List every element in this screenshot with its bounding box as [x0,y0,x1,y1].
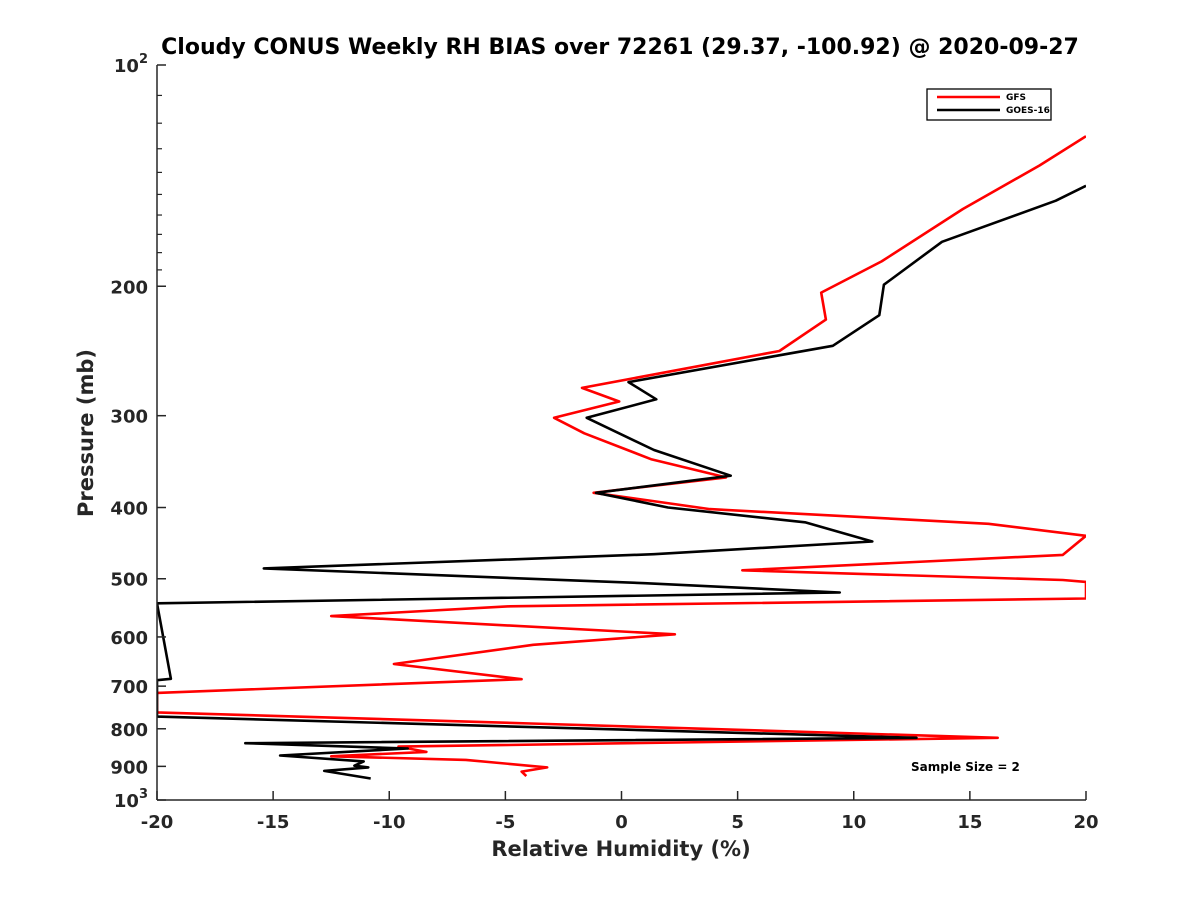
series-line-gfs [157,135,1086,778]
legend: GFS GOES-16 [926,88,1052,121]
y-tick-label: 600 [110,628,148,649]
series-line-goes-16 [157,184,1086,780]
axes [156,64,1087,801]
legend-label-goes16: GOES-16 [1006,106,1050,116]
x-tick-label: -15 [257,812,290,833]
y-tick-label: 200 [110,277,148,298]
y-tick-label: 103 [114,787,148,812]
y-tick-label: 700 [110,677,148,698]
x-tick-label: 20 [1073,812,1098,833]
x-tick-label: -20 [141,812,174,833]
y-tick-label: 500 [110,570,148,591]
legend-box [926,88,1052,121]
y-tick-label: 800 [110,720,148,741]
y-axis-label: Pressure (mb) [74,349,98,517]
chart-title: Cloudy CONUS Weekly RH BIAS over 72261 (… [161,35,1079,60]
plot-area [156,64,1087,801]
y-tick-label: 400 [110,499,148,520]
series-lines [157,135,1086,780]
x-tick-label: -5 [495,812,515,833]
x-tick-label: -10 [373,812,406,833]
y-tick-labels: 102 200 300 400 500 600 700 800 900 103 [110,52,148,812]
plot-background [157,65,1086,800]
sample-size-annotation: Sample Size = 2 [911,760,1020,774]
x-axis-label: Relative Humidity (%) [491,837,750,861]
x-tick-label: 0 [615,812,628,833]
x-tick-label: 5 [731,812,744,833]
y-tick-label: 900 [110,757,148,778]
x-tick-label: 15 [957,812,982,833]
legend-label-gfs: GFS [1006,93,1026,103]
x-tick-labels: -20 -15 -10 -5 0 5 10 15 20 [141,812,1099,833]
y-tick-label: 102 [114,52,148,77]
y-tick-label: 300 [110,407,148,428]
x-tick-label: 10 [841,812,866,833]
